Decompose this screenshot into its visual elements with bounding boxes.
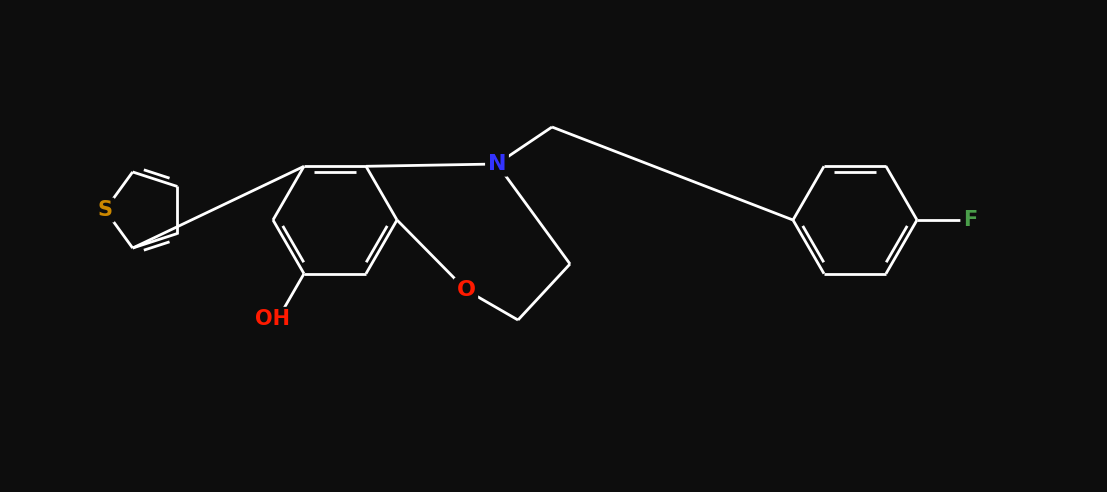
Text: O: O (456, 280, 476, 300)
Text: OH: OH (255, 309, 290, 329)
Text: S: S (97, 200, 113, 220)
Text: N: N (488, 154, 506, 174)
Text: F: F (963, 210, 977, 230)
